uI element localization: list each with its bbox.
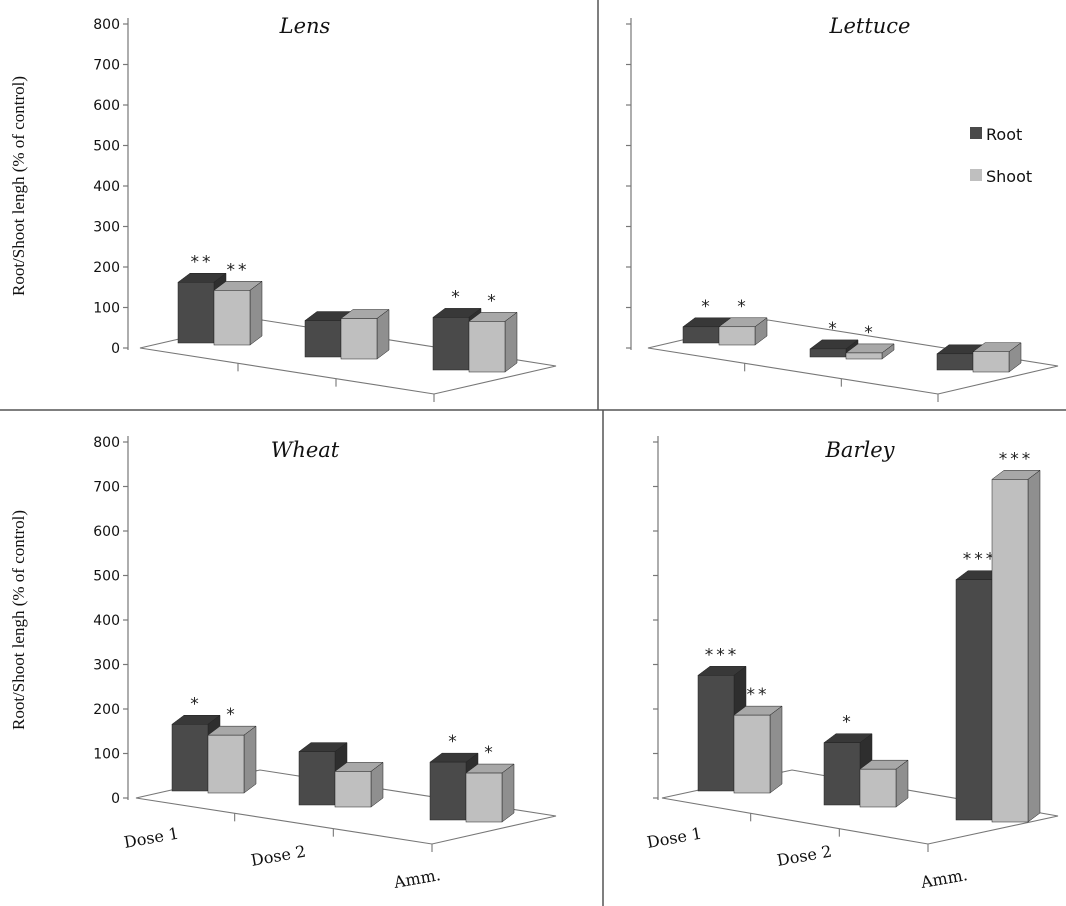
bar-shoot [465, 763, 515, 823]
bar-shoot [468, 311, 518, 373]
bar-shoot [207, 725, 257, 794]
bar-shoot [972, 342, 1022, 373]
y-tick-label: 700 [93, 58, 120, 74]
category-label: Amm. [918, 865, 969, 892]
bar-shoot [213, 280, 263, 346]
legend-swatch-shoot [970, 169, 982, 181]
y-tick-label: 200 [93, 260, 120, 276]
bar-shoot [340, 309, 390, 360]
significance-label: * [226, 705, 238, 725]
significance-label: * [864, 323, 876, 343]
y-tick-label: 100 [93, 747, 120, 763]
y-tick-label: 800 [93, 435, 120, 451]
bar-shoot [334, 761, 384, 808]
significance-label: ** [747, 685, 770, 705]
legend-label-root: Root [986, 125, 1022, 144]
y-tick-label: 200 [93, 702, 120, 718]
bar-shoot [991, 469, 1041, 823]
y-tick-label: 600 [93, 524, 120, 540]
y-tick-label: 300 [93, 658, 120, 674]
y-tick-label: 0 [111, 341, 120, 357]
y-tick-label: 600 [93, 98, 120, 114]
panel-lettuce: * * * * Lettuce [626, 14, 1059, 402]
bar-shoot [859, 759, 909, 808]
y-tick-label: 400 [93, 179, 120, 195]
bar-shoot [718, 317, 768, 346]
y-tick-label: 500 [93, 139, 120, 155]
category-label: Dose 2 [249, 842, 307, 870]
panel-title: Lettuce [829, 14, 911, 38]
category-label: Dose 1 [122, 824, 180, 852]
significance-label: *** [705, 645, 740, 665]
significance-label: * [448, 732, 460, 752]
significance-label: * [451, 287, 463, 307]
significance-label: *** [999, 449, 1034, 469]
y-tick-label: 0 [111, 791, 120, 807]
significance-label: *** [963, 550, 998, 570]
legend-label-shoot: Shoot [986, 167, 1032, 186]
panel-title: Wheat [271, 438, 340, 462]
category-label: Dose 2 [775, 842, 833, 870]
bar-shoot [733, 705, 783, 794]
y-axis-label: Root/Shoot lengh (% of control) [9, 510, 28, 730]
panel-title: Lens [279, 14, 331, 38]
y-tick-label: 800 [93, 17, 120, 33]
y-tick-label: 400 [93, 613, 120, 629]
y-tick-label: 500 [93, 569, 120, 585]
legend-swatch-root [970, 127, 982, 139]
legend: Root Shoot [970, 125, 1032, 186]
category-label: Amm. [391, 865, 442, 892]
bar-root [697, 665, 747, 792]
significance-label: * [484, 743, 496, 763]
significance-label: ** [227, 260, 250, 280]
category-label: Dose 1 [645, 824, 703, 852]
y-tick-label: 300 [93, 220, 120, 236]
significance-label: * [737, 297, 749, 317]
significance-label: * [487, 291, 499, 311]
significance-label: ** [191, 252, 214, 272]
y-tick-label: 100 [93, 301, 120, 317]
y-axis-label: Root/Shoot lengh (% of control) [9, 76, 28, 296]
significance-label: * [842, 713, 854, 733]
significance-label: * [701, 297, 713, 317]
bar-shoot [845, 343, 895, 360]
significance-label: * [190, 694, 202, 714]
y-tick-label: 700 [93, 480, 120, 496]
panel-title: Barley [825, 438, 896, 462]
significance-label: * [828, 319, 840, 339]
panel-wheat: 0 100 200 300 400 500 600 700 800 * * * * Wheat Root/S… [9, 435, 557, 892]
